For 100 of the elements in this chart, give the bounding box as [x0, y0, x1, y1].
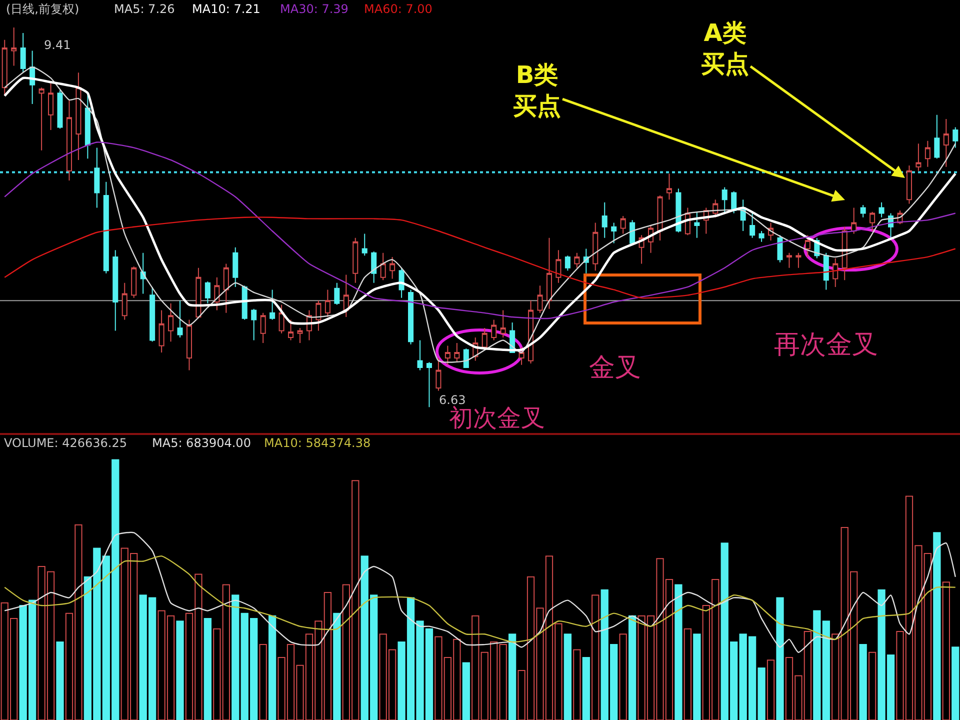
annotation: 初次金叉 [449, 404, 545, 432]
annotation: 6.63 [439, 393, 466, 407]
candlestick [390, 256, 396, 280]
candlestick [270, 289, 276, 320]
candlestick [722, 186, 728, 214]
candlestick [870, 211, 876, 232]
candlestick [924, 140, 930, 168]
candlestick [84, 92, 90, 160]
bar [333, 612, 341, 720]
candlestick [251, 308, 257, 341]
candlestick [823, 252, 829, 290]
candlestick [371, 250, 377, 284]
candlestick [556, 250, 562, 284]
annotation: B类买点 [513, 61, 561, 120]
candlestick [500, 310, 506, 338]
candlestick [444, 345, 450, 366]
bar [933, 532, 941, 720]
candlestick [611, 222, 617, 244]
candlestick [223, 263, 229, 314]
bar [582, 657, 590, 720]
candlestick [214, 276, 220, 311]
candlestick [278, 304, 284, 334]
candlestick [334, 282, 340, 306]
bar [859, 644, 867, 720]
candlestick [196, 267, 202, 319]
candlestick [112, 250, 118, 332]
chart-title: VOLUME: 426636.25 [4, 436, 127, 450]
candlestick [177, 300, 183, 338]
candlestick [11, 27, 17, 66]
candlestick [574, 252, 580, 268]
candlestick [204, 281, 210, 304]
candlestick [564, 255, 570, 272]
candlestick [518, 346, 524, 366]
candlestick [76, 72, 82, 160]
candlestick [758, 230, 764, 242]
candlestick [878, 202, 884, 218]
text: MA5: 7.26 [114, 2, 175, 16]
text: MA10: 7.21 [192, 2, 260, 16]
candlestick [66, 99, 72, 181]
annotation: 9.41 [44, 38, 71, 52]
candlestick [150, 286, 156, 342]
candlestick [436, 358, 442, 392]
candlestick [454, 342, 460, 363]
candlestick [20, 32, 26, 74]
candlestick [94, 147, 100, 208]
candlestick [131, 266, 137, 298]
candlestick [934, 114, 940, 160]
candlestick [786, 252, 792, 268]
candlestick [906, 164, 912, 204]
candlestick [916, 143, 922, 172]
candlestick [592, 222, 598, 272]
candlestick [712, 199, 718, 218]
bar [268, 615, 276, 720]
candlestick [288, 319, 294, 341]
candlestick [324, 289, 330, 318]
candlestick [952, 126, 958, 148]
candlestick [694, 211, 700, 238]
candlestick [232, 246, 238, 288]
chart-title: (日线,前复权) [6, 2, 80, 16]
annotation: 再次金叉 [774, 330, 878, 360]
candlestick [666, 173, 672, 200]
candlestick [352, 237, 358, 284]
candlestick [491, 319, 497, 341]
candlestick [186, 319, 192, 371]
candlestick [380, 252, 386, 281]
bar [693, 634, 701, 720]
bar [628, 615, 636, 720]
candlestick [140, 252, 146, 294]
annotation: A类买点 [701, 19, 749, 78]
candlestick [426, 362, 432, 408]
bar [204, 618, 212, 720]
candlestick [122, 282, 128, 320]
candlestick [546, 237, 552, 310]
candlestick [676, 188, 682, 233]
candlestick [158, 310, 164, 354]
candlestick [417, 340, 423, 371]
candlestick [463, 348, 469, 368]
candlestick [260, 312, 266, 344]
bar [462, 662, 470, 720]
candlestick [657, 194, 663, 242]
candlestick [943, 118, 949, 168]
bar [952, 646, 960, 720]
candlestick [832, 258, 838, 288]
candlestick [343, 274, 349, 318]
candlestick [168, 302, 174, 342]
candlestick [777, 234, 783, 263]
bar [232, 594, 240, 720]
candlestick [620, 215, 626, 234]
candlestick [796, 252, 802, 268]
annotation: 金叉 [589, 353, 641, 383]
candlestick [57, 90, 63, 130]
candlestick [38, 87, 44, 151]
candlestick [408, 289, 414, 345]
text: MA10: 584374.38 [264, 436, 371, 450]
bar [508, 634, 516, 720]
candlestick [48, 83, 54, 130]
candlestick [804, 234, 810, 258]
candlestick [103, 181, 109, 274]
bar [564, 634, 572, 720]
bar [56, 641, 64, 720]
